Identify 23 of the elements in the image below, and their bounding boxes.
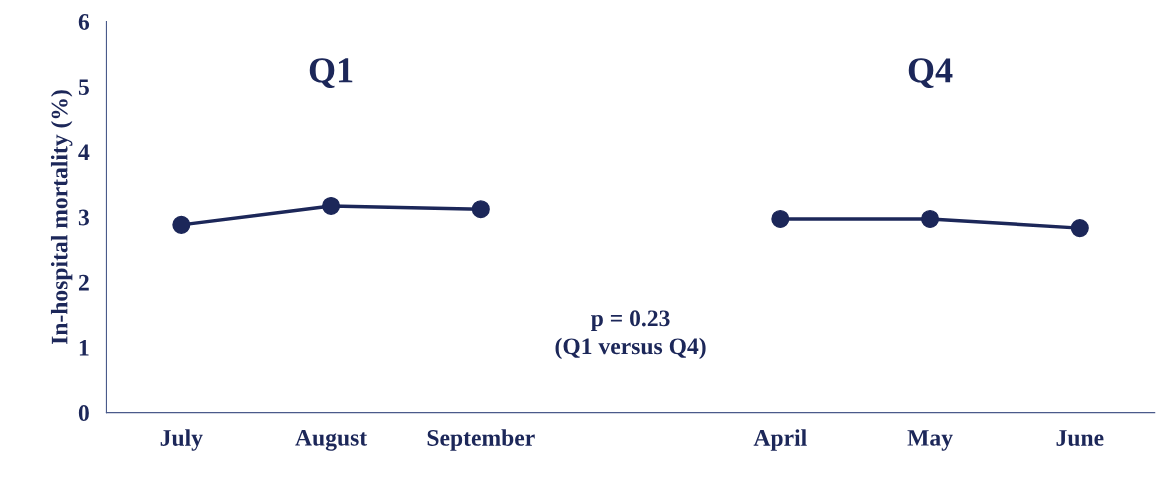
y-tick-label: 3 <box>78 209 89 226</box>
y-tick-label: 4 <box>78 144 90 161</box>
x-tick-label: May <box>907 430 953 451</box>
annotation: p = 0.23 (Q1 versus Q4) <box>555 310 706 360</box>
point <box>1070 219 1089 238</box>
point <box>471 200 490 219</box>
y-tick-label: 0 <box>78 405 89 422</box>
annotation: Q4 <box>908 58 953 89</box>
y-tick-label: 6 <box>78 14 90 30</box>
annotation: Q1 <box>309 58 353 89</box>
y-tick-label: 1 <box>79 340 89 356</box>
y-axis-title: In-hospital mortality (%) <box>50 90 73 345</box>
point <box>322 196 341 215</box>
x-tick-label: June <box>1056 430 1104 446</box>
x-tick-label: April <box>753 429 807 451</box>
point <box>771 209 790 229</box>
y-tick-label: 5 <box>78 79 89 96</box>
point <box>921 209 940 229</box>
point <box>172 215 191 234</box>
x-tick-label: September <box>427 429 535 451</box>
x-tick-label: July <box>160 429 203 451</box>
y-tick-label: 2 <box>78 274 89 291</box>
x-tick-label: August <box>295 429 368 451</box>
